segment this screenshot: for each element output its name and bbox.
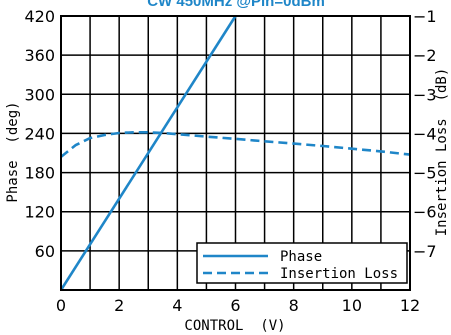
x-tick-label: 8 [289, 296, 299, 315]
legend-label: Insertion Loss [280, 266, 398, 282]
y-right-axis-label: Insertion Loss (dB) [434, 68, 450, 237]
legend-label: Phase [280, 249, 322, 265]
y-right-tick-label: −6 [413, 203, 437, 222]
x-tick-label: 0 [56, 296, 66, 315]
y-right-tick-label: −2 [413, 46, 437, 65]
phase-line [59, 15, 237, 291]
x-axis-label: CONTROL (V) [184, 318, 285, 334]
x-tick-labels: 0 2 4 6 8 10 12 [56, 296, 420, 315]
y-left-tick-label: 240 [24, 124, 55, 143]
x-tick-label: 4 [172, 296, 182, 315]
y-right-tick-label: −7 [413, 242, 437, 261]
x-tick-label: 12 [400, 296, 420, 315]
y-left-tick-label: 300 [24, 85, 55, 104]
y-left-tick-label: 120 [24, 203, 55, 222]
x-tick-label: 6 [230, 296, 240, 315]
y-left-tick-label: 60 [35, 242, 55, 261]
y-right-tick-label: −1 [413, 7, 437, 26]
y-left-axis-label: Phase (deg) [5, 101, 21, 202]
y-right-tick-labels: −1 −2 −3 −4 −5 −6 −7 [413, 7, 437, 261]
x-tick-label: 10 [342, 296, 362, 315]
grid [61, 16, 410, 290]
y-left-tick-label: 180 [24, 164, 55, 183]
y-right-tick-label: −5 [413, 164, 437, 183]
plot-frame [60, 15, 411, 291]
y-right-tick-label: −4 [413, 124, 437, 143]
series [59, 15, 411, 291]
y-left-tick-label: 420 [24, 7, 55, 26]
legend-box [196, 242, 408, 284]
y-left-tick-labels: 60 120 180 240 300 360 420 [24, 7, 55, 261]
x-tick-label: 2 [114, 296, 124, 315]
chart-title: CW 450MHz @Pin=0dBm [147, 0, 325, 10]
insertion-loss-line [60, 131, 411, 158]
y-right-tick-label: −3 [413, 85, 437, 104]
y-left-tick-label: 360 [24, 46, 55, 65]
